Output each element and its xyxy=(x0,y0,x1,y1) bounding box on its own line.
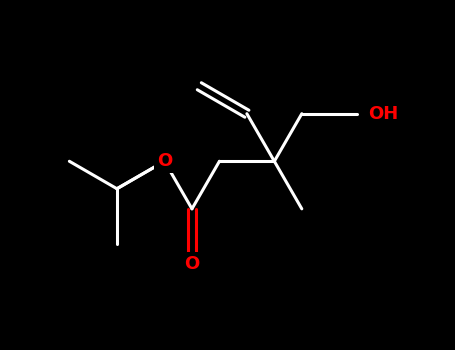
Text: OH: OH xyxy=(368,105,399,123)
Text: O: O xyxy=(157,152,172,170)
Text: O: O xyxy=(184,255,200,273)
